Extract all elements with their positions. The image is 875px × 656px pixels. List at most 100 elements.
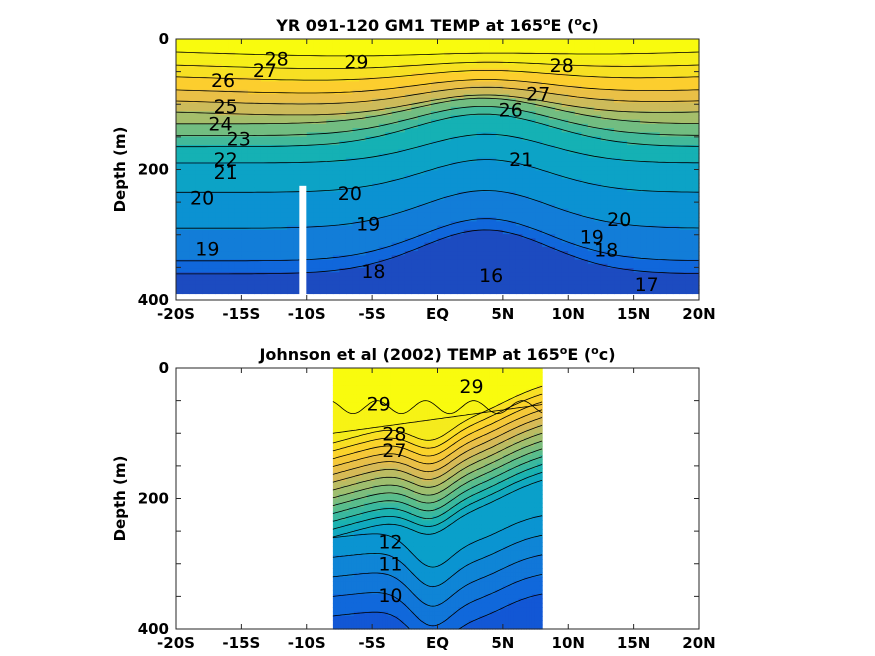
- contour-line: [175, 51, 700, 57]
- contour-label: 24: [208, 114, 232, 136]
- contour-label: 20: [190, 187, 214, 209]
- chart-title: Johnson et al (2002) TEMP at 165oE (oc): [258, 344, 615, 364]
- contour-line: [332, 534, 543, 588]
- contour-label: 19: [195, 238, 219, 260]
- contour-line: [332, 385, 543, 444]
- ticks: [175, 38, 700, 301]
- contour-line: [175, 79, 700, 94]
- contour-label: 29: [459, 376, 483, 398]
- contour-label: 19: [356, 213, 380, 235]
- x-tick-label: -20S: [157, 305, 195, 323]
- contour-line: [332, 425, 543, 483]
- contour-line: [176, 218, 700, 262]
- contour-line: [175, 61, 700, 69]
- contour-label: 27: [526, 84, 550, 106]
- contour-line: [332, 515, 543, 568]
- contour-line: [332, 464, 543, 522]
- x-tick-label: 15N: [617, 305, 650, 323]
- contour-line: [176, 113, 700, 148]
- contour-label: 20: [607, 209, 631, 231]
- y-tick-label: 400: [138, 291, 169, 309]
- contour-line: [176, 106, 699, 136]
- y-tick-label: 0: [159, 30, 169, 48]
- contour-label: 29: [344, 52, 368, 74]
- contour-label: 12: [378, 531, 402, 553]
- contour-label: 11: [378, 554, 402, 576]
- y-axis-label: Depth (m): [111, 127, 129, 213]
- x-tick-label: -10S: [288, 634, 326, 652]
- contour-line: [332, 400, 543, 415]
- contour-label: 28: [382, 424, 406, 446]
- contour-line: [175, 86, 700, 105]
- contour-line: [332, 401, 543, 460]
- x-tick-label: -10S: [288, 305, 326, 323]
- contour-line: [332, 432, 543, 491]
- contour-line: [176, 229, 699, 275]
- contour-label: 16: [479, 265, 503, 287]
- contour-line: [176, 159, 700, 193]
- contour-label: 29: [367, 394, 391, 416]
- y-tick-label: 400: [138, 620, 169, 638]
- x-tick-label: -20S: [157, 634, 195, 652]
- contour-lines: [175, 51, 700, 275]
- contour-line: [332, 456, 543, 514]
- ticks: [175, 367, 700, 630]
- contour-line: [175, 70, 700, 81]
- contour-line: [332, 393, 543, 452]
- contour-label: 28: [265, 48, 289, 70]
- contour-line: [332, 479, 543, 538]
- contour-line: [332, 409, 543, 467]
- contour-line: [332, 472, 543, 530]
- chart-title: YR 091-120 GM1 TEMP at 165oE (oc): [275, 15, 598, 35]
- x-tick-label: 10N: [552, 305, 585, 323]
- contour-label: 20: [338, 183, 362, 205]
- contour-line: [332, 448, 543, 507]
- contour-label: 18: [594, 240, 618, 262]
- y-tick-label: 200: [138, 161, 169, 179]
- x-tick-label: -5S: [358, 305, 385, 323]
- x-tick-label: 5N: [491, 305, 514, 323]
- contour-lines: [332, 385, 543, 630]
- x-tick-label: -15S: [222, 305, 260, 323]
- contour-label: 25: [214, 96, 238, 118]
- contour-label: 17: [635, 274, 659, 296]
- x-tick-label: EQ: [426, 634, 449, 652]
- x-tick-label: 20N: [682, 634, 715, 652]
- x-tick-label: 10N: [552, 634, 585, 652]
- contour-label: 26: [499, 99, 523, 121]
- contour-label: 22: [214, 149, 238, 171]
- x-tick-label: -15S: [222, 634, 260, 652]
- contour-line: [175, 94, 700, 116]
- data-gap-bar: [299, 185, 307, 304]
- contour-line: [332, 417, 543, 475]
- contour-label: 21: [509, 149, 533, 171]
- contour-label: 21: [214, 162, 238, 184]
- contour-label: 18: [361, 261, 385, 283]
- contour-label: 26: [211, 70, 235, 92]
- x-tick-label: 15N: [617, 634, 650, 652]
- color-field: [332, 368, 543, 630]
- contour-label: 28: [550, 55, 574, 77]
- y-tick-label: 200: [138, 490, 169, 508]
- contour-line: [176, 133, 699, 164]
- contour-label: 27: [382, 440, 406, 462]
- contour-line: [176, 190, 700, 229]
- x-tick-label: 20N: [682, 305, 715, 323]
- y-axis-label: Depth (m): [111, 456, 129, 542]
- contour-label: 19: [580, 227, 604, 249]
- y-tick-label: 0: [159, 359, 169, 377]
- contour-line: [176, 97, 699, 125]
- contour-line: [332, 440, 543, 499]
- contour-line: [332, 554, 543, 607]
- contour-label: 10: [378, 585, 402, 607]
- contour-label: 27: [253, 60, 277, 82]
- contour-label: 23: [227, 129, 251, 151]
- x-tick-label: EQ: [426, 305, 449, 323]
- x-tick-label: -5S: [358, 634, 385, 652]
- x-tick-label: 5N: [491, 634, 514, 652]
